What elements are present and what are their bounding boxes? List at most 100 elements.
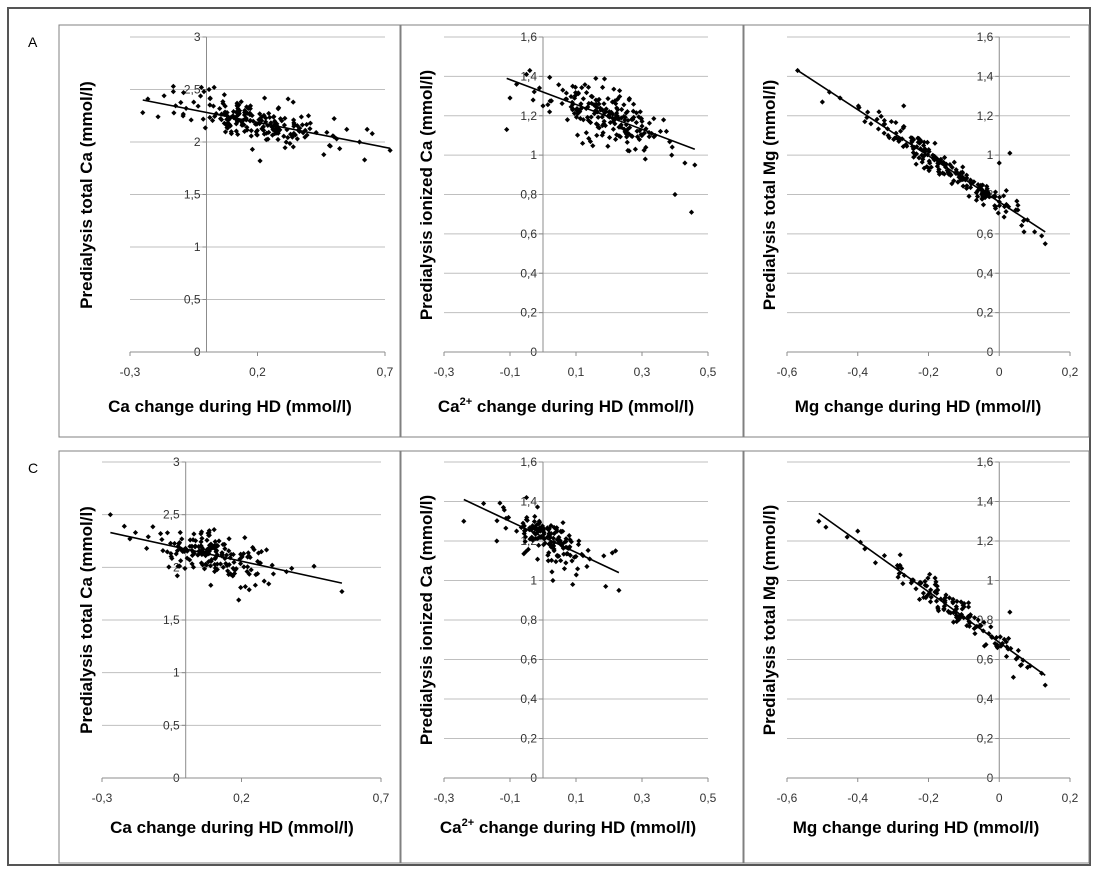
data-point xyxy=(971,615,978,621)
data-point xyxy=(596,125,602,131)
data-point xyxy=(189,561,195,567)
data-point xyxy=(219,551,225,557)
data-point xyxy=(886,135,892,141)
data-point xyxy=(547,541,554,547)
data-point xyxy=(244,564,251,570)
data-point xyxy=(267,114,273,121)
data-point xyxy=(204,537,210,543)
data-point xyxy=(290,99,296,105)
data-point xyxy=(206,530,212,536)
data-point xyxy=(574,106,580,112)
data-point xyxy=(269,132,276,138)
data-point xyxy=(823,524,829,530)
y-axis-title: Predialysis total Mg (mmol/l) xyxy=(760,505,779,736)
data-point xyxy=(616,133,622,139)
data-point xyxy=(529,526,535,532)
panel-frame-3 xyxy=(743,24,1090,438)
y-tick-label: 1,6 xyxy=(977,30,994,44)
data-point xyxy=(921,165,927,171)
data-point xyxy=(1039,233,1045,239)
data-point xyxy=(566,533,572,539)
x-axis-title: Mg change during HD (mmol/l) xyxy=(795,397,1042,416)
data-point xyxy=(540,542,547,548)
data-point xyxy=(819,99,825,105)
data-point xyxy=(637,128,643,134)
data-point xyxy=(582,82,588,88)
y-tick-label: 1,4 xyxy=(520,495,537,509)
data-point xyxy=(888,118,895,125)
data-point xyxy=(881,130,887,136)
data-point xyxy=(1015,647,1021,654)
data-point xyxy=(198,529,205,535)
data-point xyxy=(932,153,938,159)
data-point xyxy=(996,194,1003,200)
data-point xyxy=(953,606,960,612)
data-point xyxy=(568,104,574,110)
data-point xyxy=(254,127,260,134)
y-tick-label: 0,5 xyxy=(163,718,180,732)
data-point xyxy=(226,117,232,123)
data-point xyxy=(525,546,531,552)
data-point xyxy=(995,210,1001,216)
data-point xyxy=(559,100,565,107)
data-point xyxy=(546,550,552,556)
data-point xyxy=(238,99,244,105)
data-point xyxy=(198,544,204,550)
data-point xyxy=(606,134,613,141)
data-point xyxy=(212,565,219,571)
data-point xyxy=(180,90,187,96)
data-point xyxy=(964,185,970,192)
data-point xyxy=(548,557,555,564)
data-point xyxy=(246,553,252,559)
data-point xyxy=(207,96,213,102)
data-point xyxy=(980,202,987,208)
data-point xyxy=(179,548,186,554)
data-point xyxy=(639,133,645,139)
data-point xyxy=(497,500,503,506)
data-point xyxy=(191,531,197,537)
x-tick-label: -0,1 xyxy=(500,365,521,379)
data-point xyxy=(241,564,247,570)
data-point xyxy=(573,90,579,96)
data-point xyxy=(601,118,607,124)
data-point xyxy=(461,518,467,524)
data-point xyxy=(878,113,884,120)
data-point xyxy=(692,162,698,168)
y-tick-label: 1 xyxy=(530,574,537,588)
x-axis-title: Mg change during HD (mmol/l) xyxy=(793,818,1040,837)
data-point xyxy=(214,561,220,567)
data-point xyxy=(630,101,637,107)
data-point xyxy=(324,129,330,136)
y-tick-label: 1,4 xyxy=(977,69,994,83)
data-point xyxy=(256,117,262,123)
data-point xyxy=(855,103,861,109)
data-point xyxy=(921,139,927,145)
data-point xyxy=(1001,193,1007,199)
x-tick-label: -0,3 xyxy=(92,791,113,805)
data-point xyxy=(636,114,642,120)
y-tick-label: 3 xyxy=(173,455,180,469)
data-point xyxy=(924,583,930,589)
data-point xyxy=(387,147,393,153)
data-point xyxy=(522,534,529,540)
data-point xyxy=(585,547,591,553)
y-tick-label: 1 xyxy=(530,148,537,162)
data-point xyxy=(599,132,605,138)
x-tick-label: 0,1 xyxy=(568,365,585,379)
data-point xyxy=(161,93,167,99)
panel-frame-6 xyxy=(743,450,1090,864)
data-point xyxy=(913,151,920,157)
data-point xyxy=(964,172,970,178)
data-point xyxy=(973,189,979,196)
data-point xyxy=(208,582,214,588)
data-point xyxy=(261,95,268,101)
data-point xyxy=(537,528,543,534)
data-point xyxy=(904,143,910,149)
y-tick-label: 3 xyxy=(194,30,201,44)
data-point xyxy=(369,131,375,137)
data-point xyxy=(950,619,957,625)
data-point xyxy=(572,93,578,99)
data-point xyxy=(531,518,538,525)
data-point xyxy=(190,564,197,570)
